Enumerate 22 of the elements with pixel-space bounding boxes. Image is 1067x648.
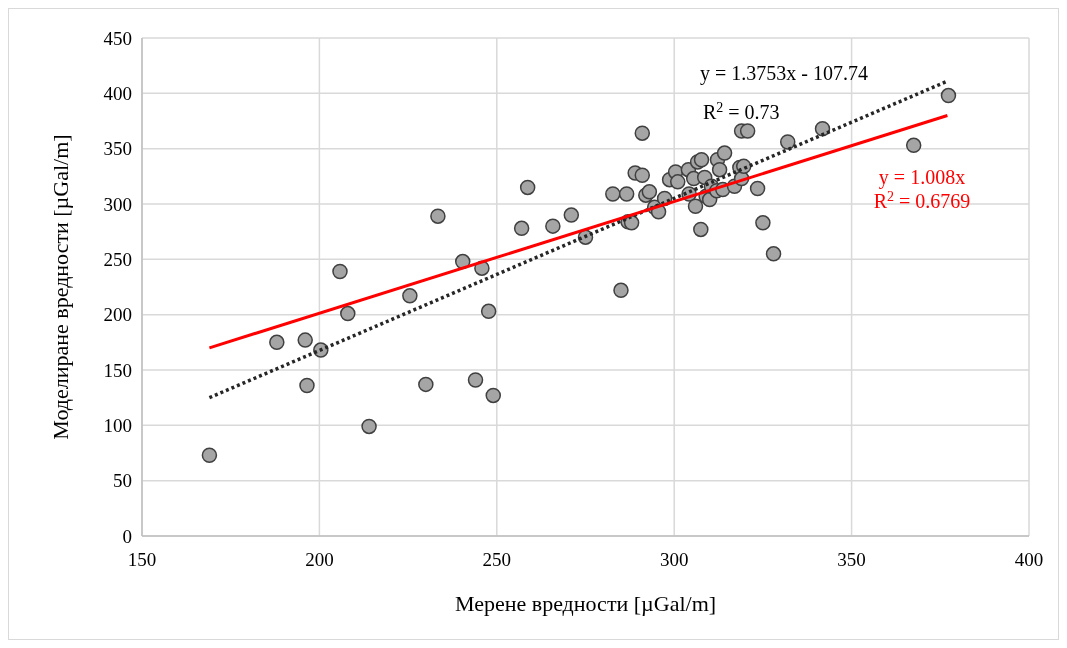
y-tick-label: 50: [113, 470, 132, 492]
y-tick-label: 0: [122, 525, 132, 547]
annotation: y = 1.008x: [878, 166, 966, 189]
y-tick-label: 350: [103, 138, 132, 160]
x-tick-label: 150: [127, 549, 157, 570]
x-tick-label: 400: [1014, 549, 1044, 570]
x-axis-title: Мерене вредности [µGal/m]: [454, 591, 717, 616]
y-tick-label: 250: [103, 248, 132, 270]
annotation: y = 1.3753x - 107.74: [700, 62, 868, 85]
x-tick-label: 200: [305, 549, 334, 570]
x-tick-label: 250: [482, 549, 512, 570]
x-tick-label: 350: [837, 549, 866, 570]
y-tick-label: 150: [103, 359, 132, 381]
annotation: R$^{2}$ = 0.73: [703, 99, 780, 123]
annotation: R$^{2}$ = 0.6769: [873, 188, 971, 212]
y-tick-label: 100: [103, 414, 132, 436]
y-tick-label: 450: [103, 27, 132, 49]
y-tick-label: 400: [103, 82, 132, 104]
x-tick-label: 300: [659, 549, 689, 570]
y-tick-label: 300: [103, 193, 132, 215]
y-axis-title: Моделиране вредности [µGal/m]: [48, 134, 73, 440]
y-tick-label: 200: [103, 304, 132, 326]
